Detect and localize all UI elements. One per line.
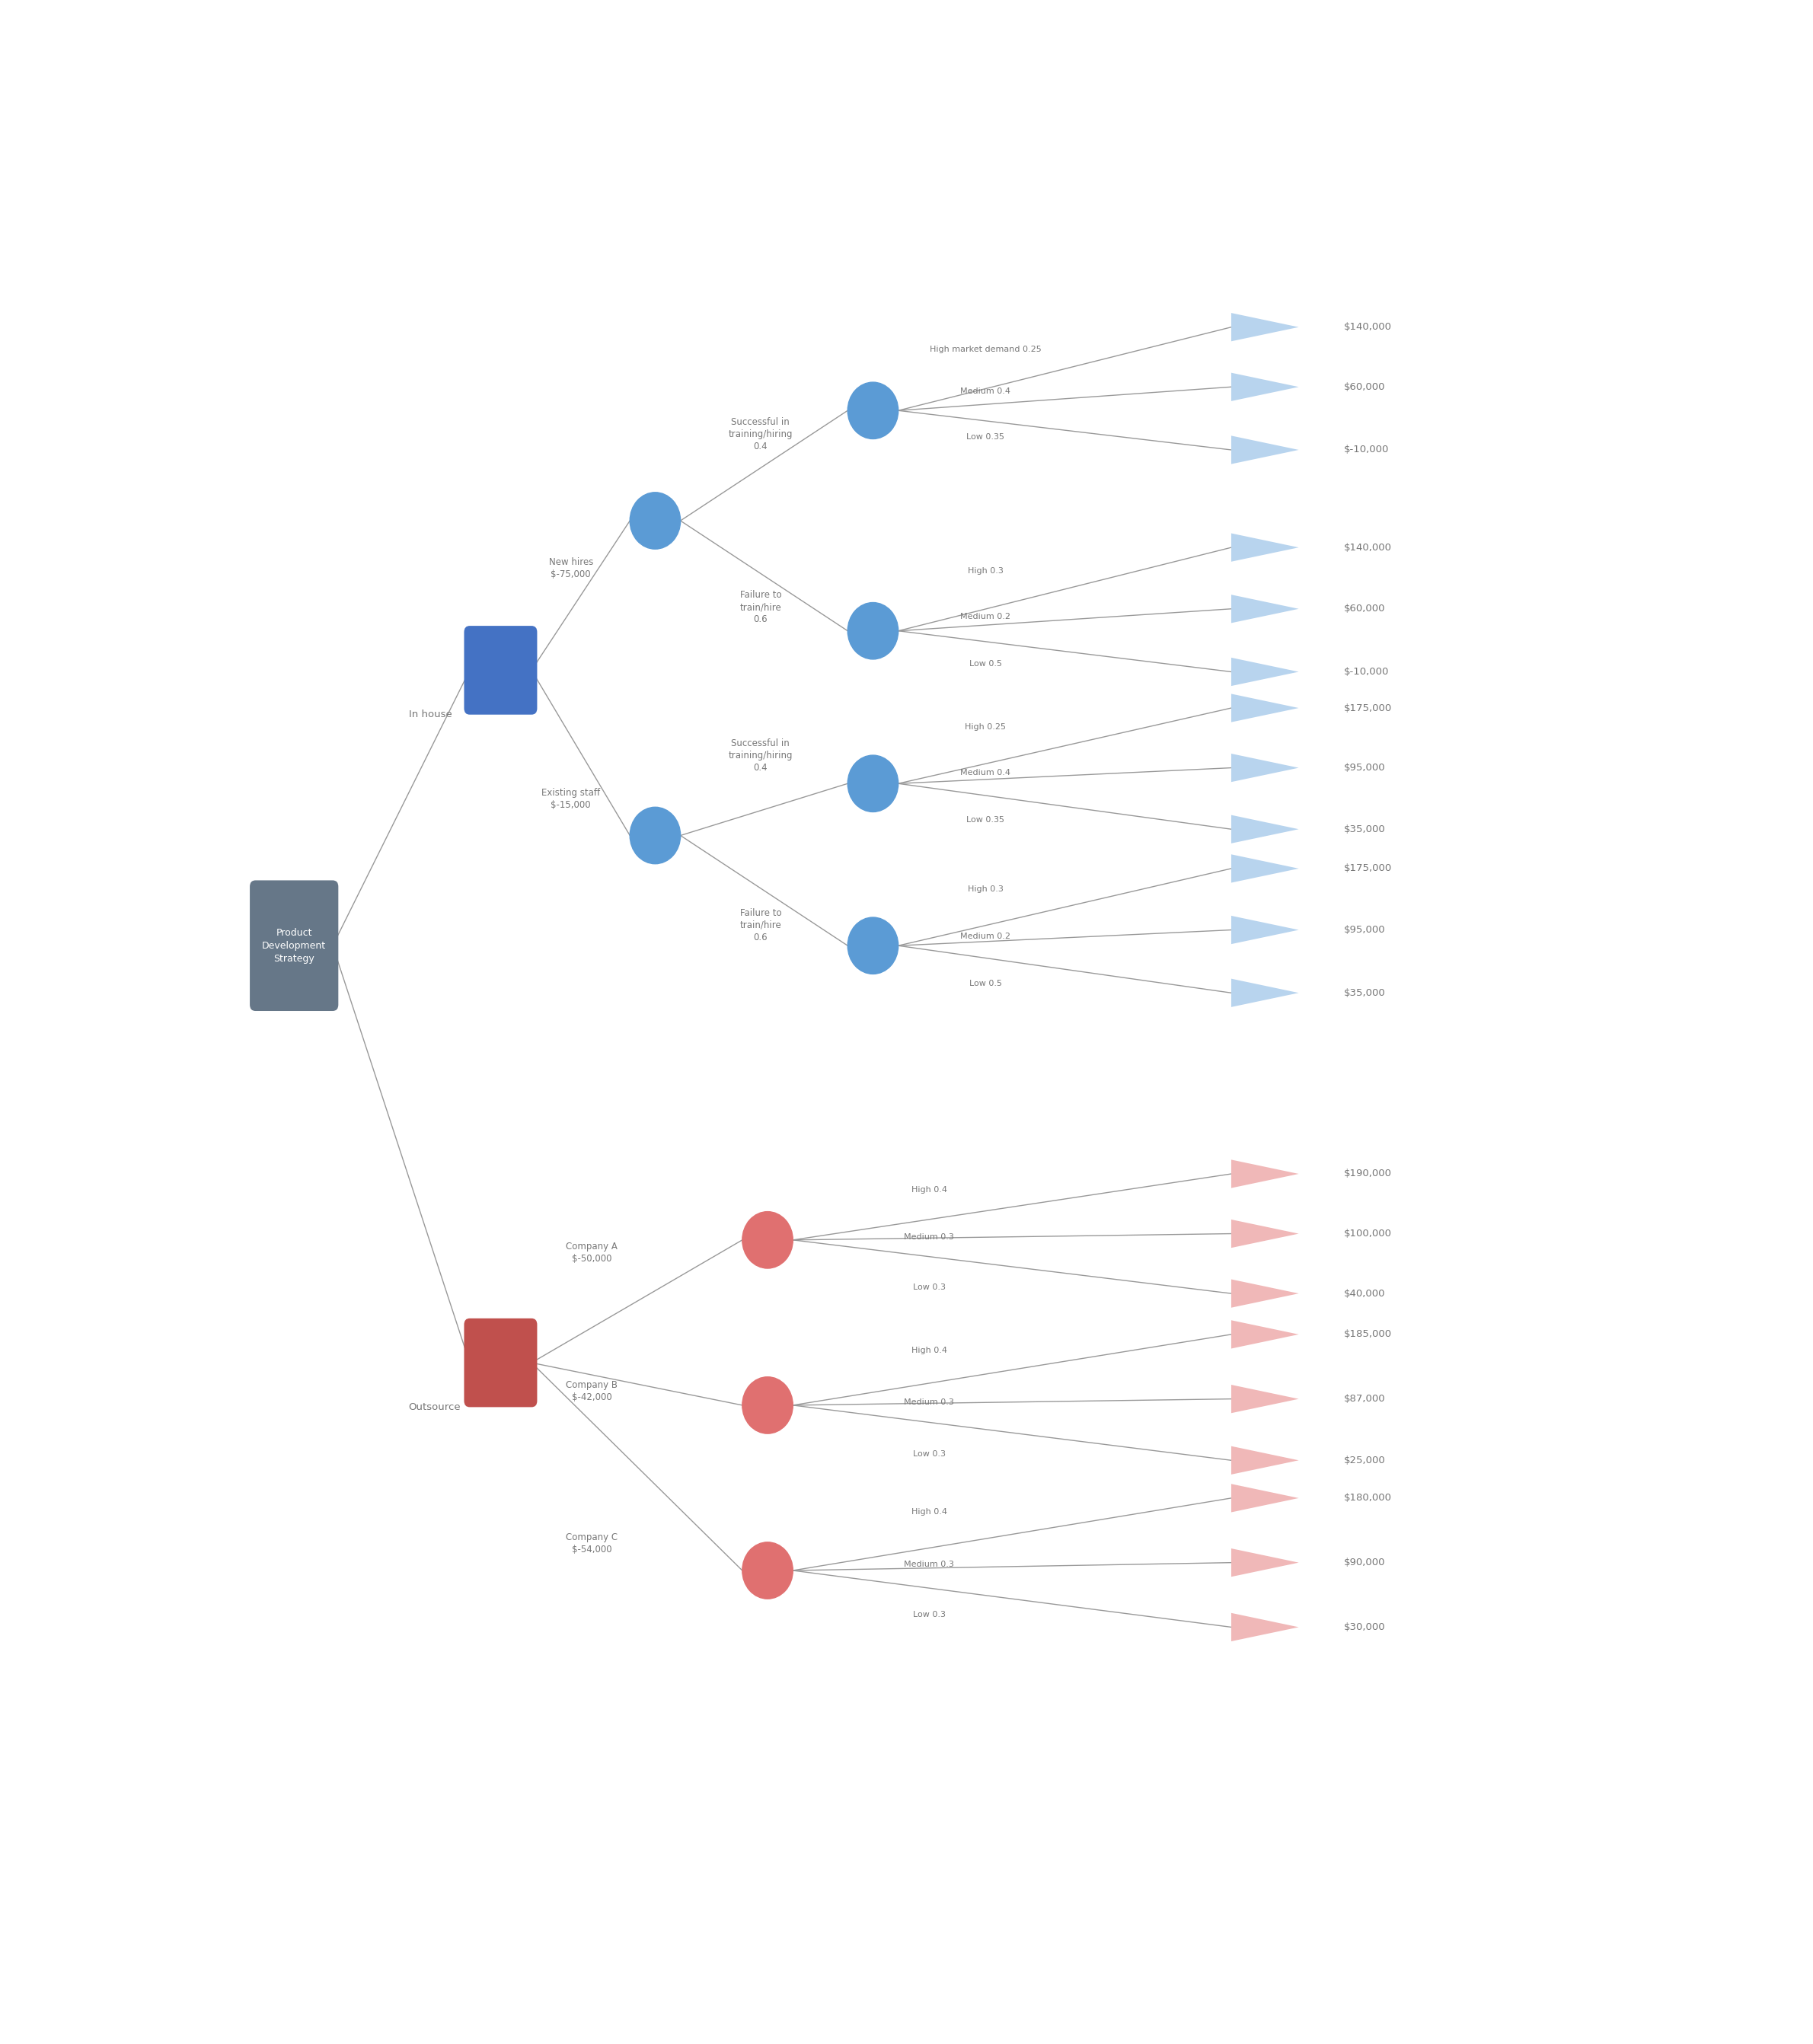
Text: Medium 0.3: Medium 0.3	[905, 1398, 954, 1406]
Polygon shape	[1231, 693, 1298, 722]
Polygon shape	[1231, 435, 1298, 464]
Text: Company C
$-54,000: Company C $-54,000	[566, 1533, 618, 1555]
Polygon shape	[1231, 1613, 1298, 1641]
Text: $30,000: $30,000	[1343, 1623, 1385, 1631]
Polygon shape	[1231, 854, 1298, 883]
Text: $140,000: $140,000	[1343, 542, 1392, 552]
Polygon shape	[1231, 1220, 1298, 1247]
Polygon shape	[1231, 1384, 1298, 1412]
Text: $-10,000: $-10,000	[1343, 666, 1389, 677]
Circle shape	[742, 1212, 792, 1267]
Text: $190,000: $190,000	[1343, 1169, 1392, 1179]
Circle shape	[848, 382, 897, 439]
Text: $60,000: $60,000	[1343, 603, 1385, 613]
Polygon shape	[1231, 313, 1298, 341]
FancyBboxPatch shape	[250, 881, 339, 1012]
Text: New hires
$-75,000: New hires $-75,000	[549, 556, 593, 578]
Text: $185,000: $185,000	[1343, 1329, 1392, 1339]
Text: $35,000: $35,000	[1343, 987, 1385, 997]
Text: $90,000: $90,000	[1343, 1558, 1385, 1568]
Text: Low 0.3: Low 0.3	[912, 1284, 946, 1292]
Text: $40,000: $40,000	[1343, 1288, 1385, 1298]
Circle shape	[629, 807, 680, 865]
FancyBboxPatch shape	[464, 1318, 537, 1406]
Text: Low 0.35: Low 0.35	[966, 433, 1004, 442]
Text: Low 0.5: Low 0.5	[968, 979, 1003, 987]
Text: Low 0.35: Low 0.35	[966, 816, 1004, 824]
Polygon shape	[1231, 658, 1298, 687]
Text: High market demand 0.25: High market demand 0.25	[930, 345, 1041, 354]
Text: Low 0.5: Low 0.5	[968, 660, 1003, 668]
Text: Product
Development
Strategy: Product Development Strategy	[263, 928, 326, 963]
FancyBboxPatch shape	[464, 625, 537, 715]
Text: $175,000: $175,000	[1343, 703, 1392, 713]
Polygon shape	[1231, 372, 1298, 401]
Text: $95,000: $95,000	[1343, 926, 1385, 934]
Polygon shape	[1231, 1484, 1298, 1513]
Text: High 0.4: High 0.4	[912, 1186, 946, 1194]
Polygon shape	[1231, 1320, 1298, 1349]
Text: $140,000: $140,000	[1343, 323, 1392, 331]
Polygon shape	[1231, 533, 1298, 562]
Polygon shape	[1231, 1549, 1298, 1576]
Text: $180,000: $180,000	[1343, 1492, 1392, 1502]
Circle shape	[629, 493, 680, 550]
Text: $95,000: $95,000	[1343, 762, 1385, 773]
Text: Outsource: Outsource	[408, 1402, 461, 1412]
Text: $175,000: $175,000	[1343, 863, 1392, 873]
Text: Failure to
train/hire
0.6: Failure to train/hire 0.6	[740, 908, 781, 942]
Text: Successful in
training/hiring
0.4: Successful in training/hiring 0.4	[729, 738, 792, 773]
Polygon shape	[1231, 816, 1298, 844]
Polygon shape	[1231, 979, 1298, 1008]
Text: $25,000: $25,000	[1343, 1455, 1385, 1466]
Circle shape	[742, 1541, 792, 1598]
Text: Medium 0.2: Medium 0.2	[961, 932, 1010, 940]
Polygon shape	[1231, 1159, 1298, 1188]
Text: $87,000: $87,000	[1343, 1394, 1385, 1404]
Text: Failure to
train/hire
0.6: Failure to train/hire 0.6	[740, 591, 781, 623]
Text: $100,000: $100,000	[1343, 1228, 1392, 1239]
Circle shape	[742, 1378, 792, 1433]
Polygon shape	[1231, 1447, 1298, 1474]
Circle shape	[848, 918, 897, 975]
Text: High 0.4: High 0.4	[912, 1347, 946, 1353]
Circle shape	[848, 603, 897, 660]
Text: High 0.4: High 0.4	[912, 1508, 946, 1517]
Text: High 0.3: High 0.3	[968, 885, 1003, 893]
Polygon shape	[1231, 916, 1298, 944]
Circle shape	[848, 754, 897, 811]
Text: Company B
$-42,000: Company B $-42,000	[566, 1380, 618, 1402]
Text: High 0.25: High 0.25	[965, 724, 1006, 730]
Text: Medium 0.2: Medium 0.2	[961, 613, 1010, 621]
Text: In house: In house	[408, 709, 451, 719]
Text: Low 0.3: Low 0.3	[912, 1449, 946, 1457]
Polygon shape	[1231, 595, 1298, 623]
Text: High 0.3: High 0.3	[968, 568, 1003, 574]
Text: Successful in
training/hiring
0.4: Successful in training/hiring 0.4	[729, 417, 792, 452]
Polygon shape	[1231, 754, 1298, 783]
Text: Low 0.3: Low 0.3	[912, 1611, 946, 1619]
Text: Existing staff
$-15,000: Existing staff $-15,000	[542, 789, 600, 809]
Text: Medium 0.4: Medium 0.4	[961, 388, 1010, 394]
Text: $60,000: $60,000	[1343, 382, 1385, 392]
Text: Company A
$-50,000: Company A $-50,000	[566, 1241, 618, 1263]
Polygon shape	[1231, 1280, 1298, 1308]
Text: Medium 0.4: Medium 0.4	[961, 769, 1010, 777]
Text: Medium 0.3: Medium 0.3	[905, 1233, 954, 1241]
Text: Medium 0.3: Medium 0.3	[905, 1560, 954, 1568]
Text: $-10,000: $-10,000	[1343, 446, 1389, 456]
Text: $35,000: $35,000	[1343, 824, 1385, 834]
